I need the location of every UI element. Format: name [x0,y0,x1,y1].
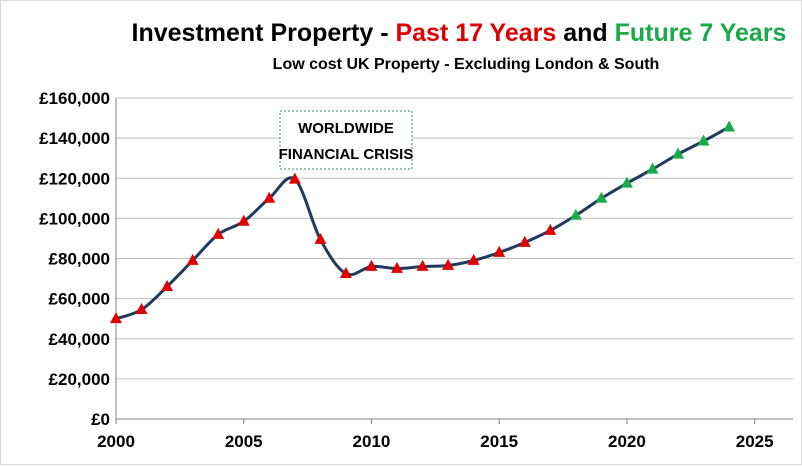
y-tick-label: £0 [91,410,110,429]
y-tick-label: £100,000 [39,209,110,228]
past-point-marker [442,258,455,270]
axes: £0 £20,000 £40,000 £60,000 £80,000 £100,000 £1… [39,89,793,451]
past-point-marker [314,232,327,244]
x-tick-label: 2000 [97,432,135,451]
series-line [115,125,730,321]
x-tick-label: 2005 [225,432,263,451]
future-point-marker [697,134,710,146]
y-tick-label: £60,000 [49,290,110,309]
future-point-marker [569,208,582,220]
future-point-marker [595,191,608,203]
past-point-marker [365,259,378,271]
past-point-marker [135,303,148,315]
y-tick-label: £160,000 [39,89,110,108]
chart-title-middle: and [556,19,614,47]
x-tick-label: 2025 [736,432,774,451]
y-tick-label: £80,000 [49,250,110,269]
y-tick-label: £140,000 [39,129,110,148]
future-point-marker [620,176,633,188]
past-point-marker [237,214,250,226]
annotation-text: WORLDWIDE [298,120,394,137]
y-tick-label: £120,000 [39,169,110,188]
past-point-marker [467,253,480,265]
past-point-marker [391,261,404,273]
future-point-marker [646,162,659,174]
y-tick-label: £40,000 [49,330,110,349]
x-tick-label: 2015 [480,432,518,451]
markers [110,120,736,324]
chart-subtitle: Low cost UK Property - Excluding London … [273,56,660,73]
annotation: WORLDWIDE FINANCIAL CRISIS [279,110,414,170]
past-point-marker [263,191,276,203]
price-line [115,125,730,321]
future-point-marker [723,120,736,132]
chart-title: Investment Property - Past 17 Years and … [132,19,787,47]
x-tick-label: 2020 [608,432,646,451]
x-tick-label: 2010 [353,432,391,451]
y-tick-label: £20,000 [49,370,110,389]
grid [116,97,793,380]
past-point-marker [212,227,225,239]
past-point-marker [518,235,531,247]
annotation-box [279,110,413,170]
chart-title-prefix: Investment Property - [132,19,396,47]
past-point-marker [288,172,301,184]
annotation-text: FINANCIAL CRISIS [279,146,414,163]
chart-title-future: Future 7 Years [615,19,787,47]
chart-title-past: Past 17 Years [395,19,556,47]
future-point-marker [672,147,685,159]
past-point-marker [544,223,557,235]
past-point-marker [493,245,506,257]
past-point-marker [339,266,352,278]
past-point-marker [416,259,429,271]
past-point-marker [161,279,174,291]
past-point-marker [186,253,199,265]
past-point-marker [110,312,122,324]
